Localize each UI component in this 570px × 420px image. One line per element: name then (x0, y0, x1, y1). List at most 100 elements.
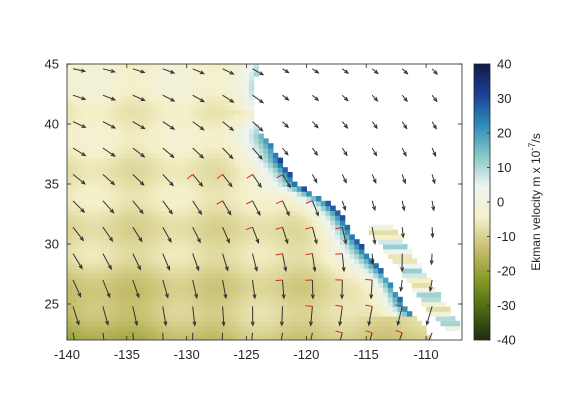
field-cell (81, 90, 87, 96)
field-cell (248, 253, 255, 259)
field-cell (119, 306, 126, 312)
wind-arrow-shaft (429, 279, 433, 291)
y-tick-label: 45 (45, 57, 59, 72)
field-cell (282, 253, 288, 259)
field-cell (253, 186, 260, 192)
field-cell (282, 210, 288, 216)
field-cell (124, 244, 130, 250)
field-cell (402, 263, 408, 269)
field-cell (215, 282, 221, 288)
field-cell (306, 224, 312, 231)
field-cell (129, 76, 135, 82)
field-cell (76, 220, 82, 226)
field-cell (196, 104, 202, 111)
field-cell (392, 244, 398, 250)
field-cell (220, 186, 226, 192)
field-cell (129, 143, 135, 149)
wind-arrow-head (254, 266, 258, 272)
ekman-transport-mark (275, 200, 283, 205)
field-cell (172, 200, 178, 207)
field-cell (90, 205, 97, 211)
field-cell (306, 244, 312, 250)
field-cell (186, 186, 193, 192)
field-cell (110, 277, 116, 283)
field-cell (129, 306, 135, 312)
field-cell (191, 296, 197, 303)
field-cell (138, 244, 145, 250)
field-cell (253, 200, 260, 207)
field-cell (138, 268, 145, 274)
field-cell (248, 220, 255, 226)
field-cell (215, 215, 221, 221)
field-cell (67, 191, 73, 197)
field-cell (339, 239, 346, 245)
field-cell (157, 224, 164, 231)
field-cell (349, 296, 355, 303)
wind-arrow-head (309, 321, 314, 327)
field-cell (119, 292, 126, 298)
field-cell (225, 157, 231, 163)
field-cell (134, 306, 140, 312)
field-cell (105, 316, 111, 322)
field-cell (138, 306, 145, 312)
field-cell (86, 239, 92, 245)
field-cell (181, 320, 188, 327)
field-cell (196, 330, 202, 336)
field-cell (153, 133, 159, 139)
wind-arrow-head (279, 349, 282, 353)
wind-arrow-shaft (341, 147, 348, 156)
field-cell (287, 277, 293, 283)
field-cell (430, 292, 437, 298)
field-cell (263, 277, 269, 283)
field-cell (215, 335, 221, 340)
field-cell (373, 263, 379, 269)
field-cell (90, 215, 97, 221)
field-cell (172, 176, 178, 183)
field-cell (67, 306, 73, 312)
wind-arrow (365, 304, 373, 327)
field-cell (234, 176, 240, 183)
field-cell (263, 311, 269, 317)
wind-arrow-shaft (132, 121, 145, 130)
field-cell (167, 128, 173, 135)
field-cell (234, 320, 240, 327)
field-cell (196, 76, 202, 82)
field-cell (110, 66, 116, 72)
field-cell (114, 138, 121, 144)
field-cell (268, 143, 274, 149)
field-cell (220, 95, 226, 101)
field-cell (86, 90, 92, 96)
wind-arrow (72, 200, 86, 214)
field-cell (143, 162, 149, 168)
field-cell (153, 95, 159, 101)
field-cell (148, 66, 154, 72)
field-cell (119, 277, 126, 283)
field-cell (172, 258, 178, 264)
field-cell (210, 90, 217, 96)
field-cell (172, 128, 178, 135)
field-cell (440, 320, 446, 327)
field-cell (81, 335, 87, 340)
field-cell (100, 138, 106, 144)
wind-arrow (401, 68, 409, 75)
wind-arrow-head (343, 151, 348, 157)
field-cell (100, 215, 106, 221)
field-cell (90, 76, 97, 82)
field-cell (248, 200, 255, 207)
x-tick-label: -135 (114, 347, 140, 362)
field-cell (181, 95, 188, 101)
field-cell (330, 220, 336, 226)
field-cell (282, 272, 288, 279)
field-cell (387, 224, 394, 231)
field-cell (67, 248, 73, 255)
field-cell (306, 205, 312, 211)
field-cell (234, 66, 240, 72)
wind-arrow-head (285, 211, 290, 217)
field-cell (359, 296, 365, 303)
field-cell (134, 263, 140, 269)
field-cell (201, 244, 207, 250)
field-cell (129, 330, 135, 336)
field-cell (162, 248, 169, 255)
field-cell (86, 316, 92, 322)
wind-arrow-head (372, 205, 376, 212)
